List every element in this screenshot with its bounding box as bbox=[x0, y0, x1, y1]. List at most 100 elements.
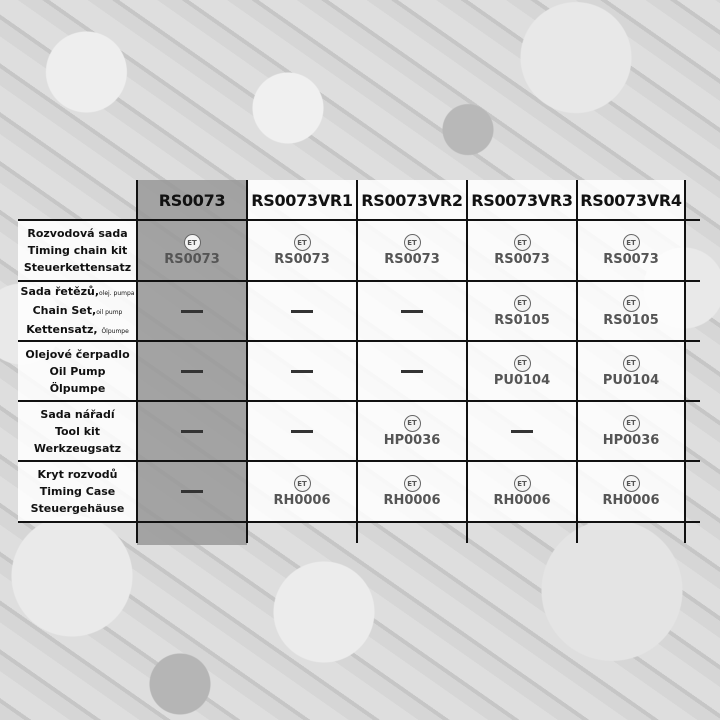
et-logo-icon: ET bbox=[622, 475, 640, 492]
part-number: RH0006 bbox=[273, 493, 331, 508]
part-number: PU0104 bbox=[493, 372, 551, 388]
part-number: RS0073 bbox=[164, 252, 220, 267]
grid-line-horizontal bbox=[18, 521, 700, 523]
column-header: RS0073VR4 bbox=[577, 180, 685, 220]
table-cell: ET RH0006 bbox=[247, 461, 357, 522]
row-label: Olejové čerpadlo Oil Pump Ölpumpe bbox=[18, 341, 137, 401]
grid-line-vertical bbox=[136, 180, 138, 543]
table-cell: ET RH0006 bbox=[467, 461, 577, 522]
table-cell bbox=[247, 401, 357, 461]
row-label-text: Werkzeugsatz bbox=[33, 441, 122, 455]
not-included-dash bbox=[181, 429, 203, 433]
row-label: Rozvodová sada Timing chain kit Steuerkett… bbox=[18, 220, 137, 281]
not-included-dash bbox=[511, 429, 533, 433]
row-label: Sada nářadí Tool kit Werkzeugsatz bbox=[18, 401, 137, 461]
table-cell bbox=[137, 341, 247, 401]
et-logo-icon: ET bbox=[622, 234, 640, 251]
table-cell: ET HP0036 bbox=[357, 401, 467, 461]
row-label-subtext: oil pump bbox=[96, 308, 123, 316]
table-cell bbox=[137, 281, 247, 341]
part-number: RS0073 bbox=[603, 252, 659, 267]
grid-line-vertical bbox=[466, 180, 468, 543]
row-label-line: Kryt rozvodů bbox=[37, 466, 117, 483]
not-included-dash bbox=[291, 309, 313, 313]
grid-line-horizontal bbox=[18, 280, 700, 282]
table-cell: ET RH0006 bbox=[357, 461, 467, 522]
et-logo-icon: ET bbox=[513, 294, 531, 312]
row-label: Kryt rozvodů Timing Case Steuergehäuse bbox=[18, 461, 137, 522]
et-logo-icon: ET bbox=[513, 475, 531, 492]
table-cell: ET RS0105 bbox=[467, 281, 577, 341]
grid-line-vertical bbox=[246, 180, 248, 543]
grid-line-horizontal bbox=[18, 340, 700, 342]
row-label-text: Kryt rozvodů bbox=[37, 468, 118, 481]
et-logo-icon: ET bbox=[622, 354, 640, 372]
row-label-text: Sada řetězů, bbox=[20, 284, 100, 298]
grid-line-horizontal bbox=[18, 219, 700, 221]
table-cell: ET PU0104 bbox=[577, 341, 685, 401]
row-label-subtext: olej. pumpa bbox=[99, 289, 135, 297]
table-cell bbox=[137, 401, 247, 461]
row-label-line: Kettensatz, Ölpumpe bbox=[26, 321, 129, 340]
table-cell: ET RS0073 bbox=[137, 220, 247, 281]
grid-line-horizontal bbox=[18, 460, 700, 462]
column-header: RS0073VR2 bbox=[357, 180, 467, 220]
row-label-text: Steuergehäuse bbox=[30, 502, 125, 515]
row-label-line: Timing chain kit bbox=[28, 242, 128, 259]
not-included-dash bbox=[181, 309, 203, 313]
row-label-text: Timing chain kit bbox=[27, 244, 128, 257]
row-label-text: Kettensatz, bbox=[26, 322, 102, 336]
part-number: RH0006 bbox=[493, 493, 551, 508]
table-cell: ET PU0104 bbox=[467, 341, 577, 401]
table-cell: ET RS0073 bbox=[357, 220, 467, 281]
part-number: RS0073 bbox=[384, 252, 440, 267]
et-logo-icon: ET bbox=[293, 234, 311, 251]
et-logo-icon: ET bbox=[403, 414, 421, 432]
column-header: RS0073VR3 bbox=[467, 180, 577, 220]
part-number: RS0105 bbox=[494, 312, 550, 328]
not-included-dash bbox=[401, 309, 423, 313]
table-cell bbox=[357, 341, 467, 401]
et-logo-icon: ET bbox=[622, 294, 640, 312]
row-label-line: Werkzeugsatz bbox=[34, 440, 121, 457]
row-label: Sada řetězů,olej. pumpa Chain Set,oil pum… bbox=[18, 281, 137, 341]
row-label-subtext: Ölpumpe bbox=[101, 327, 129, 335]
row-label-line: Ölpumpe bbox=[50, 380, 106, 397]
row-label-line: Chain Set,oil pump bbox=[33, 302, 123, 321]
table-cell bbox=[247, 281, 357, 341]
column-header: RS0073 bbox=[158, 190, 226, 210]
table-cell bbox=[467, 401, 577, 461]
not-included-dash bbox=[291, 429, 313, 433]
row-label-line: Sada nářadí bbox=[40, 406, 114, 423]
row-label-text: Olejové čerpadlo bbox=[25, 347, 130, 361]
part-number: PU0104 bbox=[602, 372, 660, 388]
row-label-text: Rozvodová sada bbox=[27, 227, 128, 240]
row-label-line: Rozvodová sada bbox=[27, 225, 127, 242]
row-label-text: Tool kit bbox=[54, 424, 101, 438]
table-cell: ET RS0073 bbox=[577, 220, 685, 281]
part-number: RH0006 bbox=[602, 493, 660, 508]
grid-line-vertical bbox=[576, 180, 578, 543]
table-cell: ET RH0006 bbox=[577, 461, 685, 522]
row-label-text: Steuerkettensatz bbox=[23, 261, 132, 274]
table-cell: ET RS0073 bbox=[247, 220, 357, 281]
row-label-text: Chain Set, bbox=[32, 303, 97, 317]
row-label-line: Sada řetězů,olej. pumpa bbox=[21, 283, 135, 302]
row-label-line: Timing Case bbox=[40, 483, 116, 500]
et-logo-icon: ET bbox=[513, 354, 531, 372]
part-number: HP0036 bbox=[602, 432, 660, 448]
et-logo-icon: ET bbox=[622, 414, 640, 432]
row-label-line: Tool kit bbox=[55, 423, 100, 440]
row-label-line: Steuerkettensatz bbox=[24, 259, 131, 276]
part-number: RS0105 bbox=[603, 312, 659, 328]
row-label-line: Oil Pump bbox=[50, 363, 106, 380]
et-logo-icon: ET bbox=[183, 234, 201, 251]
part-number: RH0006 bbox=[383, 493, 441, 508]
et-logo-icon: ET bbox=[403, 475, 421, 492]
table-cell bbox=[137, 461, 247, 522]
not-included-dash bbox=[291, 369, 313, 373]
row-label-text: Timing Case bbox=[39, 485, 116, 498]
part-number: RS0073 bbox=[494, 252, 550, 267]
et-logo-icon: ET bbox=[293, 475, 311, 492]
row-label-text: Ölpumpe bbox=[49, 381, 106, 395]
